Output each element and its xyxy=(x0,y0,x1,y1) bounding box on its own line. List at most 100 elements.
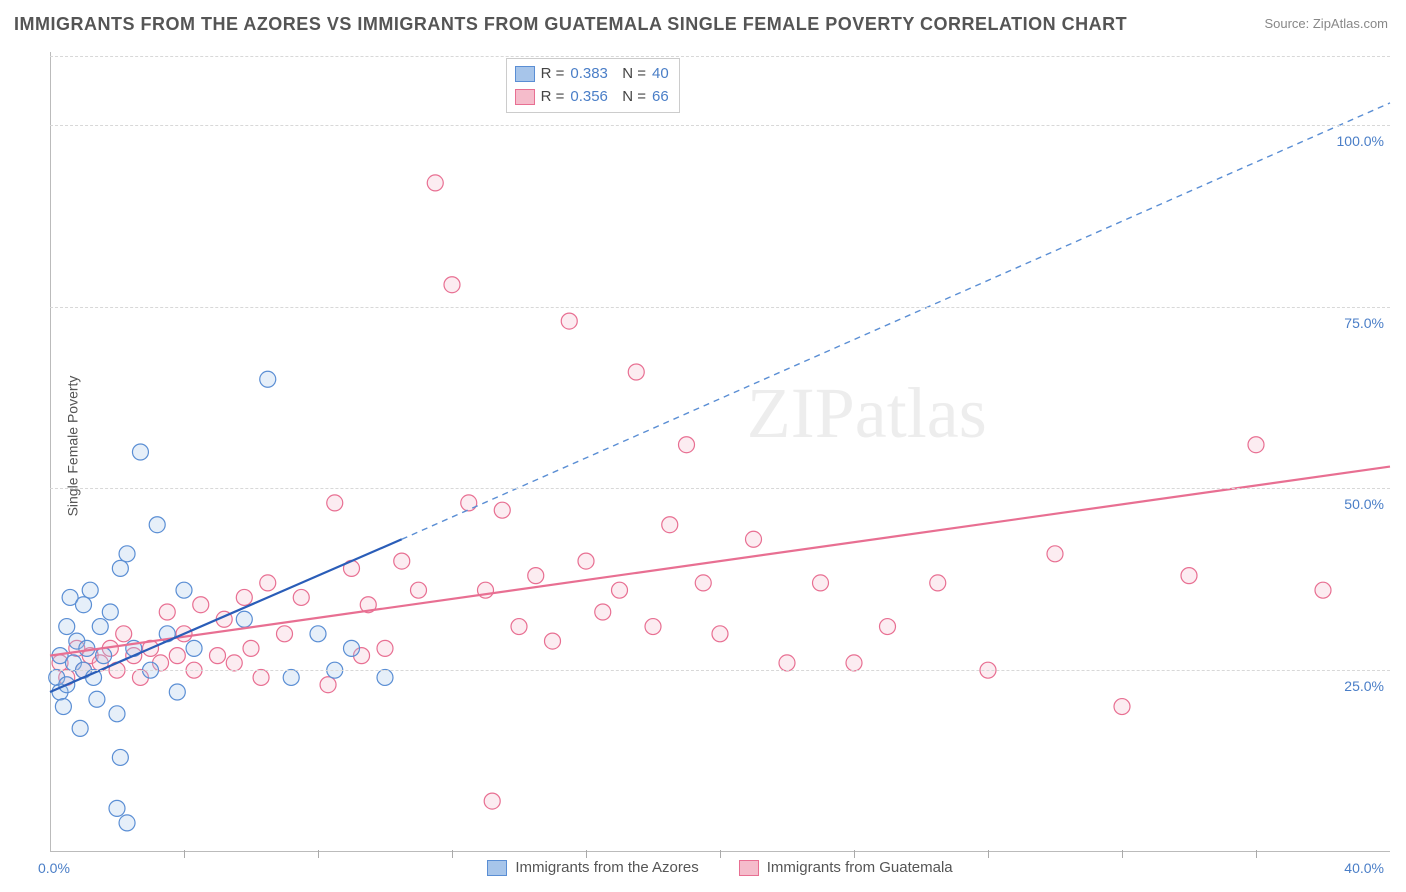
grid-line-h xyxy=(50,670,1390,671)
data-point xyxy=(1181,568,1197,584)
r-label: R = xyxy=(541,63,565,86)
data-point xyxy=(277,626,293,642)
scatter-svg xyxy=(50,52,1390,852)
r-value-b: 0.356 xyxy=(570,86,608,109)
data-point xyxy=(260,371,276,387)
data-point xyxy=(243,640,259,656)
r-value-a: 0.383 xyxy=(570,63,608,86)
bottom-legend: Immigrants from the Azores Immigrants fr… xyxy=(50,859,1390,876)
data-point xyxy=(444,277,460,293)
data-point xyxy=(645,619,661,635)
data-point xyxy=(159,604,175,620)
data-point xyxy=(176,582,192,598)
data-point xyxy=(226,655,242,671)
data-point xyxy=(930,575,946,591)
data-point xyxy=(260,575,276,591)
data-point xyxy=(236,589,252,605)
swatch-series-a xyxy=(487,860,507,876)
swatch-series-b xyxy=(515,89,535,105)
data-point xyxy=(880,619,896,635)
data-point xyxy=(112,560,128,576)
data-point xyxy=(344,640,360,656)
data-point xyxy=(169,684,185,700)
data-point xyxy=(746,531,762,547)
data-point xyxy=(545,633,561,649)
data-point xyxy=(119,815,135,831)
r-label: R = xyxy=(541,86,565,109)
data-point xyxy=(283,669,299,685)
data-point xyxy=(528,568,544,584)
x-tick xyxy=(720,850,721,858)
grid-line-h xyxy=(50,56,1390,57)
legend-label-a: Immigrants from the Azores xyxy=(515,859,698,876)
data-point xyxy=(320,677,336,693)
x-tick xyxy=(988,850,989,858)
data-point xyxy=(79,640,95,656)
n-label: N = xyxy=(614,63,646,86)
data-point xyxy=(411,582,427,598)
data-point xyxy=(76,597,92,613)
data-point xyxy=(377,669,393,685)
data-point xyxy=(116,626,132,642)
data-point xyxy=(377,640,393,656)
data-point xyxy=(1248,437,1264,453)
data-point xyxy=(89,691,105,707)
data-point xyxy=(210,648,226,664)
data-point xyxy=(712,626,728,642)
grid-line-h xyxy=(50,125,1390,126)
data-point xyxy=(813,575,829,591)
x-tick xyxy=(318,850,319,858)
source-attribution: Source: ZipAtlas.com xyxy=(1264,16,1388,31)
x-tick xyxy=(184,850,185,858)
n-label: N = xyxy=(614,86,646,109)
data-point xyxy=(494,502,510,518)
data-point xyxy=(484,793,500,809)
y-tick-label: 75.0% xyxy=(1344,315,1384,331)
data-point xyxy=(310,626,326,642)
data-point xyxy=(169,648,185,664)
legend-item-a: Immigrants from the Azores xyxy=(487,859,698,876)
data-point xyxy=(92,619,108,635)
y-tick-label: 25.0% xyxy=(1344,678,1384,694)
data-point xyxy=(132,444,148,460)
data-point xyxy=(109,800,125,816)
trend-line xyxy=(402,103,1390,539)
x-tick xyxy=(586,850,587,858)
n-value-a: 40 xyxy=(652,63,669,86)
grid-line-h xyxy=(50,488,1390,489)
data-point xyxy=(193,597,209,613)
data-point xyxy=(119,546,135,562)
data-point xyxy=(628,364,644,380)
data-point xyxy=(461,495,477,511)
data-point xyxy=(236,611,252,627)
data-point xyxy=(55,699,71,715)
data-point xyxy=(679,437,695,453)
swatch-series-b xyxy=(739,860,759,876)
data-point xyxy=(578,553,594,569)
data-point xyxy=(186,640,202,656)
data-point xyxy=(511,619,527,635)
data-point xyxy=(662,517,678,533)
data-point xyxy=(253,669,269,685)
grid-line-h xyxy=(50,307,1390,308)
data-point xyxy=(1315,582,1331,598)
n-value-b: 66 xyxy=(652,86,669,109)
swatch-series-a xyxy=(515,66,535,82)
x-tick xyxy=(1122,850,1123,858)
data-point xyxy=(82,582,98,598)
data-point xyxy=(112,749,128,765)
legend-item-b: Immigrants from Guatemala xyxy=(739,859,953,876)
data-point xyxy=(293,589,309,605)
y-tick-label: 50.0% xyxy=(1344,496,1384,512)
data-point xyxy=(561,313,577,329)
data-point xyxy=(846,655,862,671)
correlation-stats-box: R = 0.383 N = 40 R = 0.356 N = 66 xyxy=(506,58,680,113)
data-point xyxy=(1114,699,1130,715)
data-point xyxy=(1047,546,1063,562)
data-point xyxy=(779,655,795,671)
stats-row-b: R = 0.356 N = 66 xyxy=(515,86,669,109)
data-point xyxy=(149,517,165,533)
x-tick xyxy=(1256,850,1257,858)
data-point xyxy=(612,582,628,598)
data-point xyxy=(109,706,125,722)
